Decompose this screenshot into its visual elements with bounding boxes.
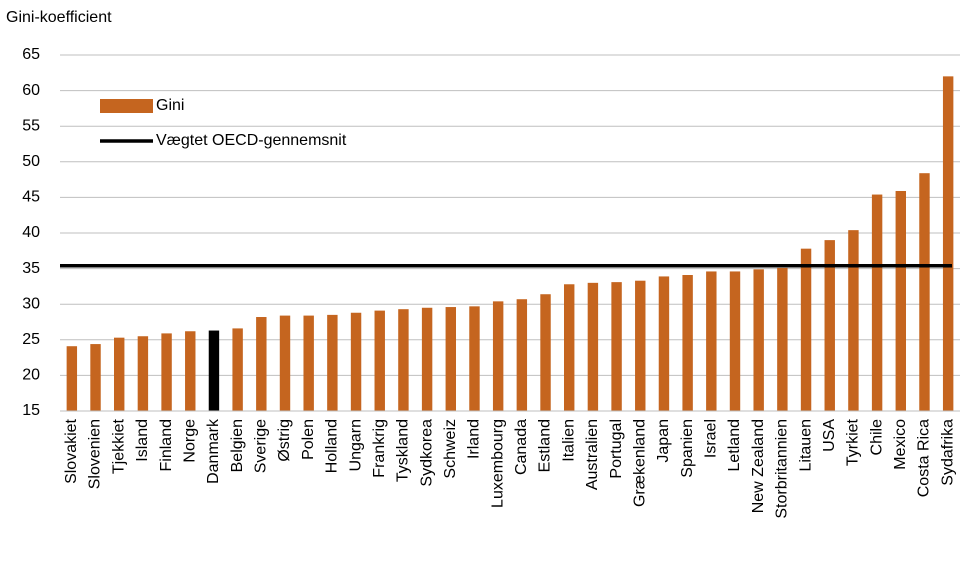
x-tick-label: Irland — [466, 419, 483, 459]
legend-label: Vægtet OECD-gennemsnit — [156, 132, 347, 149]
x-tick-label: Luxembourg — [489, 419, 506, 508]
x-tick-label: Spanien — [679, 419, 696, 478]
bar — [208, 330, 220, 411]
bar — [350, 312, 362, 411]
x-tick-label: Island — [134, 419, 151, 462]
bar — [942, 76, 954, 412]
legend-label: Gini — [156, 97, 184, 114]
bar — [635, 280, 646, 411]
bar — [256, 317, 267, 411]
y-tick-label: 15 — [22, 402, 40, 419]
x-tick-label: Tyskland — [395, 419, 412, 482]
x-tick-label: Sydkorea — [418, 419, 435, 487]
x-tick-label: Danmark — [205, 418, 222, 484]
y-tick-label: 50 — [22, 153, 40, 170]
bar — [185, 331, 196, 411]
bar — [374, 310, 385, 411]
bar — [611, 282, 622, 411]
x-tick-label: Litauen — [797, 419, 814, 472]
bar — [706, 271, 717, 411]
y-tick-label: 30 — [22, 295, 40, 312]
y-tick-label: 20 — [22, 367, 40, 384]
x-tick-label: New Zealand — [750, 419, 767, 513]
bar — [232, 328, 243, 411]
y-axis-label: Gini-koefficient — [6, 9, 112, 26]
bar — [516, 299, 528, 411]
bar — [303, 315, 314, 411]
bar — [682, 275, 693, 411]
bar — [66, 346, 78, 411]
x-tick-label: Costa Rica — [916, 419, 933, 497]
x-tick-label: Sydafrika — [939, 419, 956, 486]
bar — [564, 284, 575, 411]
x-tick-label: Italien — [560, 419, 577, 462]
y-tick-label: 55 — [22, 117, 40, 134]
bar — [895, 190, 906, 411]
x-tick-label: Sverige — [253, 419, 270, 473]
x-tick-label: Polen — [300, 419, 317, 460]
bar — [800, 248, 812, 411]
bar — [114, 337, 125, 411]
x-tick-label: Ungarn — [347, 419, 364, 471]
x-tick-label: Portugal — [608, 419, 625, 479]
bar — [492, 301, 504, 411]
x-tick-label: Australien — [584, 419, 601, 490]
x-tick-label: Slovenien — [87, 419, 104, 489]
bar — [398, 309, 409, 411]
x-tick-label: Grækenland — [631, 419, 648, 507]
x-tick-label: Canada — [513, 419, 530, 475]
x-tick-label: Belgien — [229, 419, 246, 472]
x-tick-label: Tjekkiet — [110, 418, 127, 474]
x-tick-label: Letland — [726, 419, 743, 472]
y-tick-label: 60 — [22, 82, 40, 99]
bar — [445, 307, 456, 411]
bar — [753, 269, 764, 411]
bar — [90, 344, 101, 411]
bar — [777, 267, 788, 411]
y-tick-label: 65 — [22, 46, 40, 63]
x-tick-label: Japan — [655, 419, 672, 463]
x-tick-label: Norge — [181, 419, 198, 463]
bar — [327, 314, 338, 411]
x-tick-label: Holland — [324, 419, 341, 473]
x-tick-label: Frankrig — [371, 419, 388, 478]
bar — [587, 282, 599, 411]
bar — [279, 315, 291, 411]
bar — [871, 194, 883, 411]
bar — [848, 230, 859, 411]
bar — [540, 294, 551, 411]
y-tick-label: 45 — [22, 189, 40, 206]
x-tick-label: Storbritannien — [774, 419, 791, 519]
bar — [137, 336, 149, 411]
x-tick-label: Chile — [868, 419, 885, 456]
bar — [421, 307, 433, 411]
x-tick-label: Schweiz — [442, 419, 459, 479]
bar — [161, 333, 172, 411]
bar — [824, 240, 835, 411]
x-tick-label: Israel — [703, 419, 720, 458]
y-tick-label: 35 — [22, 260, 40, 277]
y-tick-label: 25 — [22, 331, 40, 348]
x-tick-label: Tyrkiet — [845, 418, 862, 466]
x-tick-label: USA — [821, 419, 838, 452]
x-tick-label: Finland — [158, 419, 175, 471]
x-tick-label: Mexico — [892, 419, 909, 470]
x-tick-label: Østrig — [276, 419, 293, 462]
legend-swatch — [100, 99, 153, 113]
bar — [658, 276, 670, 411]
bar — [469, 306, 480, 411]
x-tick-label: Slovakiet — [63, 418, 80, 483]
y-tick-label: 40 — [22, 224, 40, 241]
bar — [919, 173, 930, 411]
x-tick-label: Estland — [537, 419, 554, 472]
bar — [729, 271, 741, 411]
